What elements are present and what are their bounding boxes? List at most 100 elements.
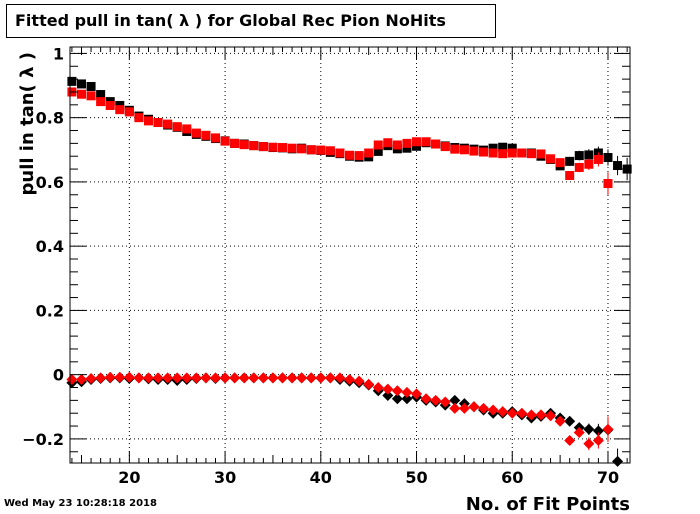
data-point-square: [96, 97, 106, 107]
axis-ticks: [70, 47, 630, 463]
data-point-diamond: [478, 402, 490, 414]
data-point-square: [316, 145, 326, 155]
data-point-square: [373, 140, 383, 150]
data-point-square: [584, 150, 594, 160]
data-point-diamond: [104, 371, 116, 383]
data-point-square: [364, 148, 374, 158]
data-point-diamond: [267, 372, 279, 384]
data-point-square: [392, 140, 402, 150]
data-point-diamond: [344, 373, 356, 385]
data-point-square: [191, 128, 201, 138]
data-point-diamond: [353, 375, 365, 387]
data-point-square: [584, 159, 594, 169]
data-point-square: [498, 149, 508, 159]
timestamp: Wed May 23 10:28:18 2018: [4, 498, 157, 509]
y-tick-label: 0.4: [36, 237, 64, 256]
data-point-diamond: [439, 396, 451, 408]
data-point-square: [593, 154, 603, 164]
title-box: Fitted pull in tan( λ ) for Global Rec P…: [6, 4, 496, 38]
data-point-square: [287, 143, 297, 153]
data-point-diamond: [210, 372, 222, 384]
data-point-diamond: [497, 406, 509, 418]
data-point-diamond: [66, 373, 78, 385]
series-0: [67, 76, 632, 181]
data-point-square: [134, 113, 144, 123]
data-point-diamond: [564, 435, 576, 447]
data-point-diamond: [133, 372, 145, 384]
data-point-diamond: [162, 372, 174, 384]
data-point-diamond: [487, 404, 499, 416]
data-point-square: [182, 124, 192, 134]
data-point-square: [105, 100, 115, 110]
data-point-square: [143, 116, 153, 126]
data-point-square: [115, 105, 125, 115]
data-point-square: [249, 141, 259, 151]
y-tick-label: 0.2: [36, 301, 64, 320]
data-point-square: [555, 158, 565, 168]
data-point-diamond: [229, 372, 241, 384]
x-tick-label: 60: [501, 468, 523, 487]
y-axis-label: pull in tan( λ ): [17, 52, 38, 196]
data-point-diamond: [171, 372, 183, 384]
data-point-diamond: [449, 394, 461, 406]
data-point-square: [574, 162, 584, 172]
x-tick-label: 50: [405, 468, 427, 487]
data-point-diamond: [363, 378, 375, 390]
y-tick-label: −0.2: [22, 430, 64, 449]
data-point-diamond: [219, 372, 231, 384]
data-point-square: [479, 147, 489, 157]
data-point-square: [172, 122, 182, 132]
data-point-diamond: [257, 372, 269, 384]
data-point-square: [421, 137, 431, 147]
data-point-square: [76, 79, 86, 89]
data-point-square: [546, 154, 556, 164]
data-point-square: [239, 140, 249, 150]
data-point-diamond: [382, 383, 394, 395]
x-tick-label: 30: [214, 468, 236, 487]
data-point-square: [335, 148, 345, 158]
data-point-square: [268, 142, 278, 152]
data-point-diamond: [458, 402, 470, 414]
data-point-diamond: [592, 425, 604, 437]
data-point-square: [153, 117, 163, 127]
data-point-square: [163, 119, 173, 129]
data-point-square: [124, 107, 134, 117]
data-point-diamond: [449, 402, 461, 414]
data-point-diamond: [391, 385, 403, 397]
data-point-diamond: [277, 372, 289, 384]
data-point-diamond: [430, 394, 442, 406]
data-point-diamond: [372, 382, 384, 394]
data-point-square: [498, 142, 508, 152]
data-point-diamond: [401, 386, 413, 398]
data-point-square: [201, 130, 211, 140]
data-point-square: [469, 146, 479, 156]
data-point-diamond: [75, 373, 87, 385]
x-tick-label: 70: [597, 468, 619, 487]
data-point-square: [383, 138, 393, 148]
data-point-square: [603, 153, 613, 163]
y-tick-label: 0.8: [36, 109, 64, 128]
data-point-square: [431, 139, 441, 149]
data-point-diamond: [85, 373, 97, 385]
data-point-square: [507, 148, 517, 158]
data-point-diamond: [315, 372, 327, 384]
data-point-diamond: [334, 372, 346, 384]
data-point-diamond: [95, 372, 107, 384]
data-point-diamond: [200, 372, 212, 384]
data-point-diamond: [602, 423, 614, 435]
grid-lines: [70, 47, 630, 463]
data-point-diamond: [564, 415, 576, 427]
data-point-diamond: [181, 372, 193, 384]
data-series: [66, 76, 632, 467]
data-point-diamond: [324, 372, 336, 384]
data-point-square: [536, 149, 546, 159]
data-point-diamond: [114, 371, 126, 383]
data-point-square: [507, 143, 517, 153]
data-point-diamond: [516, 407, 528, 419]
data-point-square: [67, 76, 77, 86]
y-tick-label: 1: [53, 44, 64, 63]
data-point-diamond: [592, 435, 604, 447]
data-point-square: [402, 138, 412, 148]
data-point-diamond: [382, 390, 394, 402]
